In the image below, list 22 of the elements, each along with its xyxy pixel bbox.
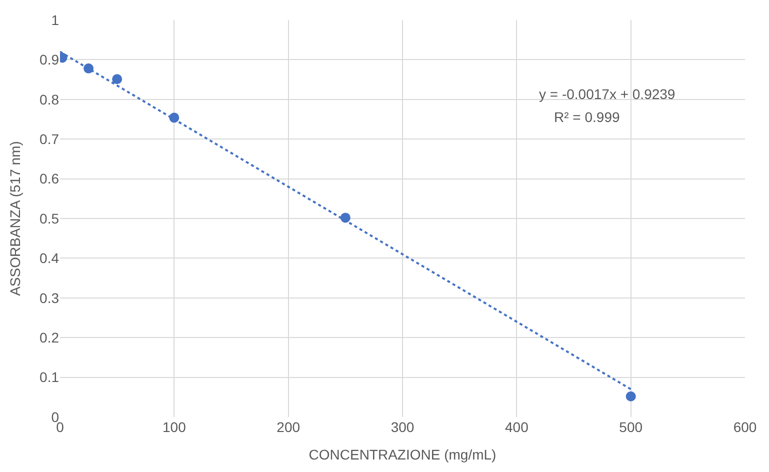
annotation: R² = 0.999 [554, 109, 620, 125]
y-tick-label: 0.1 [40, 369, 60, 386]
y-tick-label: 0.3 [40, 290, 60, 306]
y-tick-label: 0.9 [40, 52, 60, 68]
y-tick-label: 1 [51, 12, 60, 28]
x-tick-label: 300 [390, 419, 414, 435]
y-tick-label: 0.2 [40, 330, 60, 346]
point [626, 391, 636, 402]
y-tick-label: 0.4 [40, 250, 60, 266]
x-axis-title: CONCENTRAZIONE (mg/mL) [308, 446, 496, 462]
y-tick-label: 0.6 [40, 170, 60, 187]
x-tick-label: 600 [733, 419, 757, 435]
x-tick-label: 200 [276, 419, 300, 435]
x-tick-label: 400 [504, 419, 529, 435]
point [112, 74, 122, 84]
y-tick-label: 0.8 [40, 91, 60, 108]
x-tick-label: 100 [162, 419, 186, 435]
y-tick-label: 0.5 [40, 210, 60, 226]
annotation: y = -0.0017x + 0.9239 [539, 86, 676, 102]
y-axis-title: ASSORBANZA (517 nm) [7, 141, 24, 296]
x-tick-label: 500 [619, 419, 643, 435]
y-tick-label: 0.7 [40, 131, 60, 147]
